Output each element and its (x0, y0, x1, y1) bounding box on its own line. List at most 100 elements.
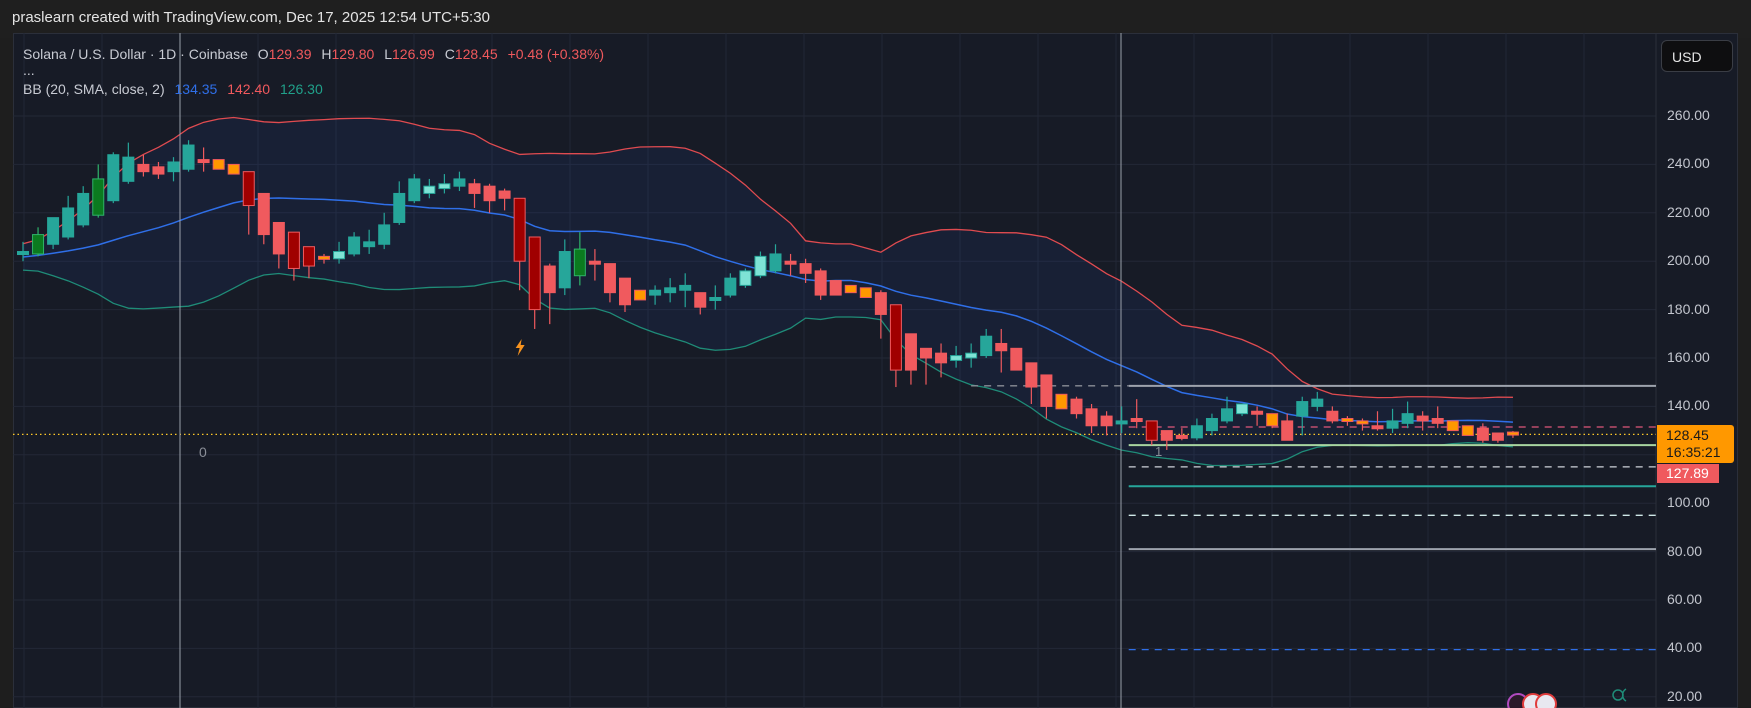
candle-body (1401, 413, 1414, 424)
candle-body (709, 297, 722, 301)
candle-body (77, 192, 90, 226)
candle-body (679, 284, 692, 291)
candle-body (498, 190, 511, 199)
candle-body (980, 335, 993, 357)
candle-body (920, 347, 932, 359)
candle-body (528, 236, 541, 311)
candle-body (302, 246, 315, 267)
close-value: 128.45 (454, 46, 498, 62)
candle-body (1085, 408, 1098, 427)
candle-body (152, 166, 165, 175)
bb-basis-line (22, 197, 1513, 423)
candle-body (935, 352, 948, 364)
price-tick-label: 180.00 (1667, 300, 1710, 317)
more-indicators[interactable]: ... (23, 62, 35, 78)
candle-body (348, 236, 361, 255)
candle-body (438, 183, 451, 190)
candle-body (483, 185, 496, 202)
bb-upper-line (22, 116, 1513, 399)
bb-basis-value: 134.35 (174, 81, 218, 97)
low-label: L (384, 46, 393, 62)
candle-body (874, 292, 887, 315)
candle-body (1205, 418, 1218, 432)
candle-body (1326, 410, 1339, 422)
price-chart[interactable]: 1 (13, 33, 1738, 708)
symbol-title[interactable]: Solana / U.S. Dollar · 1D · Coinbase (23, 46, 248, 62)
candle-body (1341, 418, 1354, 422)
close-label: C (444, 46, 455, 62)
candle-body (814, 270, 827, 296)
candle-body (1506, 431, 1519, 436)
last-price-value: 128.45 (1666, 427, 1709, 443)
candle-body (47, 217, 60, 245)
price-tick-label: 220.00 (1667, 203, 1710, 220)
bb-indicator-name[interactable]: BB (20, SMA, close, 2) (23, 81, 165, 97)
candle-body (588, 260, 601, 265)
price-tick-label: 160.00 (1667, 349, 1710, 365)
candle-body (1356, 420, 1369, 425)
candle-body (694, 292, 707, 308)
candle-body (1190, 425, 1203, 439)
candle-body (889, 304, 902, 371)
candle-body (739, 270, 752, 286)
watermark-text: praslearn created with TradingView.com, … (12, 9, 490, 26)
price-tick-label: 100.00 (1667, 494, 1710, 511)
price-tick-label: 240.00 (1667, 155, 1710, 172)
candle-body (995, 342, 1008, 352)
bar-countdown: 16:35:21 (1666, 444, 1721, 460)
currency-button[interactable]: USD (1661, 40, 1733, 72)
candle-body (182, 144, 195, 170)
candle-body (333, 251, 346, 260)
price-tick-label: 20.00 (1667, 687, 1703, 704)
candle-body (664, 287, 677, 294)
candle-body (1461, 425, 1474, 436)
candle-body (603, 263, 616, 294)
moon-icon (1621, 688, 1627, 702)
open-value: 129.39 (268, 46, 312, 62)
candle-body (212, 159, 225, 170)
candle-body (1431, 418, 1444, 424)
candle-body (634, 289, 647, 301)
sun-moon-icon (1612, 689, 1624, 701)
candle-body (32, 234, 45, 255)
candle-body (1040, 374, 1053, 407)
chart-legend: Solana / U.S. Dollar · 1D · Coinbase O12… (23, 44, 610, 100)
candle-body (62, 207, 75, 238)
candle-body (950, 355, 963, 361)
candle-body (287, 231, 300, 269)
candle-body (107, 154, 120, 202)
candle-body (378, 224, 391, 245)
candle-body (1010, 347, 1023, 371)
candle-body (829, 280, 842, 296)
candle-body (619, 277, 631, 306)
candle-body (257, 192, 270, 236)
candle-body (904, 333, 917, 371)
candle-body (453, 178, 466, 187)
last-price-tag: 128.45 16:35:21 (1657, 425, 1734, 463)
candle-body (1175, 434, 1188, 439)
candle-body (1025, 362, 1038, 388)
candle-body (1160, 430, 1173, 441)
candle-body (799, 263, 812, 274)
candle-body (1386, 420, 1399, 429)
price-tick-label: 140.00 (1667, 397, 1710, 414)
candle-body (649, 289, 662, 296)
bb-fill (23, 117, 1513, 466)
symbol-row: Solana / U.S. Dollar · 1D · Coinbase O12… (23, 44, 610, 65)
candle-body (1266, 413, 1279, 427)
candle-body (1416, 415, 1429, 422)
top-bar: praslearn created with TradingView.com, … (0, 0, 1751, 38)
candle-body (137, 163, 150, 173)
candle-body (363, 241, 376, 248)
candle-body (573, 248, 586, 277)
candle-body (393, 192, 406, 223)
price-tick-label: 200.00 (1667, 252, 1710, 269)
candle-body (408, 178, 421, 202)
candle-body (1281, 420, 1294, 441)
candle-body (1070, 398, 1083, 415)
line-price-tag: 127.89 (1657, 464, 1719, 483)
candle-body (1130, 418, 1143, 422)
candle-body (92, 178, 105, 216)
candle-body (1371, 425, 1384, 430)
candle-body (724, 277, 737, 296)
